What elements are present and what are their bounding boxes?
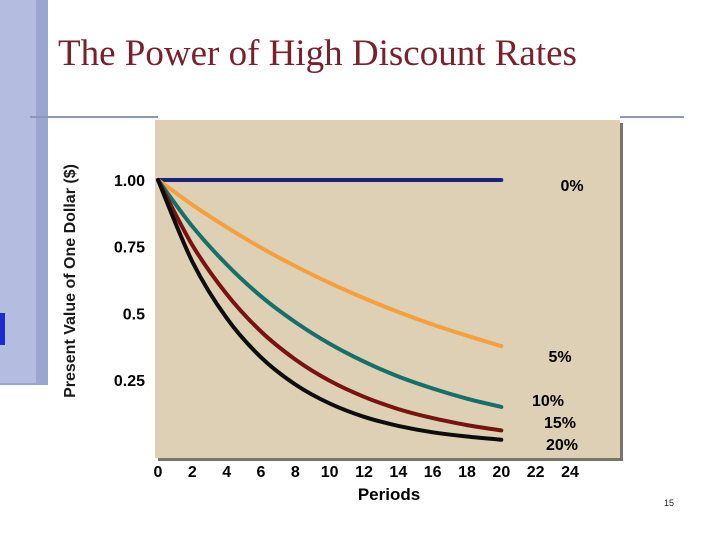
plot-area xyxy=(155,120,620,458)
title-rule-left xyxy=(30,116,158,118)
x-tick-label: 18 xyxy=(458,464,476,481)
y-tick-label: 0.25 xyxy=(114,373,145,390)
x-tick-label: 10 xyxy=(321,464,339,481)
series-line-10pct xyxy=(156,178,504,409)
x-tick-label: 22 xyxy=(527,464,545,481)
y-tick-label: 1.00 xyxy=(114,173,145,190)
series-label-20pct: 20% xyxy=(546,437,578,454)
series-label-10pct: 10% xyxy=(532,393,564,410)
x-tick-label: 6 xyxy=(257,464,266,481)
series-line-15pct xyxy=(156,178,504,433)
sidebar-accent-mark xyxy=(0,313,5,345)
x-tick-label: 8 xyxy=(291,464,300,481)
x-tick-label: 20 xyxy=(492,464,510,481)
page-number: 15 xyxy=(664,498,675,508)
x-tick-label: 16 xyxy=(424,464,442,481)
x-tick-label: 12 xyxy=(355,464,373,481)
title-rule-right xyxy=(620,116,684,118)
series-label-5pct: 5% xyxy=(548,349,571,366)
y-tick-label: 0.5 xyxy=(123,306,145,323)
x-tick-label: 0 xyxy=(154,464,163,481)
slide-title: The Power of High Discount Rates xyxy=(58,33,577,74)
series-label-0pct: 0% xyxy=(560,178,583,195)
x-tick-label: 24 xyxy=(561,464,579,481)
x-axis-title: Periods xyxy=(358,485,420,504)
series-line-20pct xyxy=(156,178,504,442)
y-tick-label: 0.75 xyxy=(114,240,145,257)
x-tick-label: 14 xyxy=(389,464,407,481)
series-label-15pct: 15% xyxy=(544,415,576,432)
sidebar-bar-inner xyxy=(0,0,36,383)
x-tick-label: 4 xyxy=(222,464,231,481)
series-line-5pct xyxy=(156,178,504,349)
x-tick-label: 2 xyxy=(188,464,197,481)
